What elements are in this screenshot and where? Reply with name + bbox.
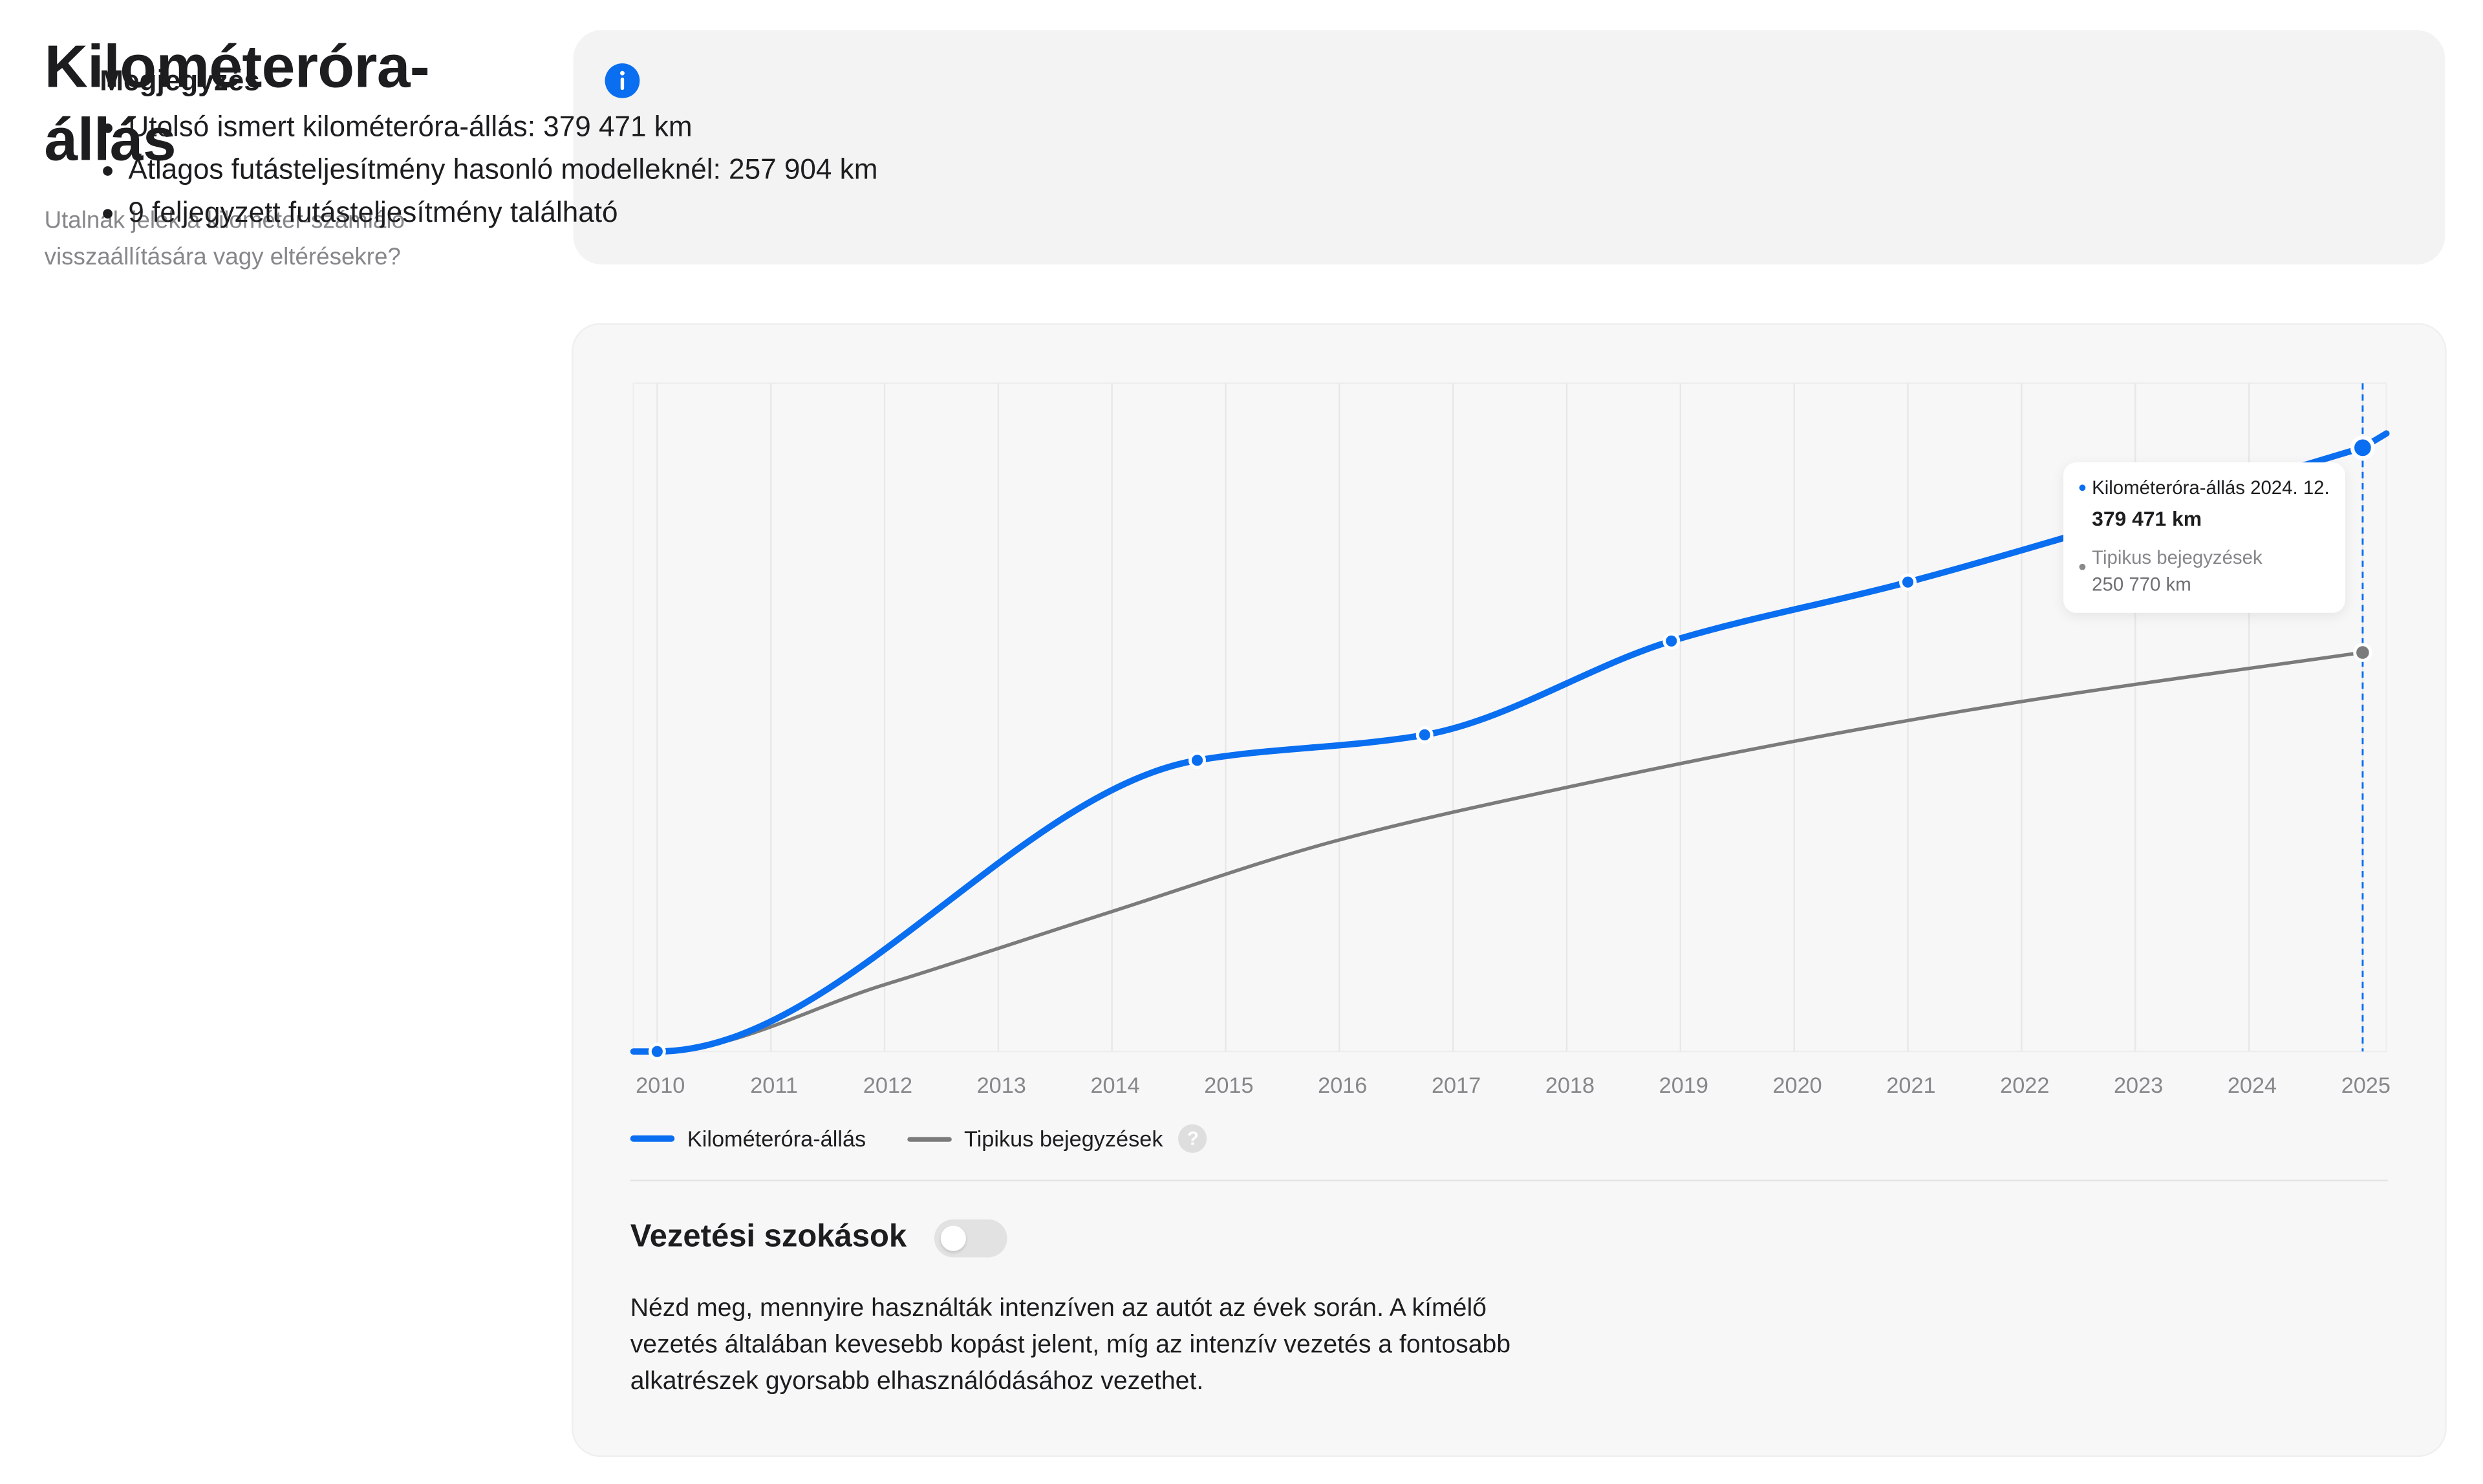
note-item-text: 9 feljegyzett futásteljesítmény találhat… <box>128 196 618 228</box>
chart-legend: Kilométeróra-állás Tipikus bejegyzések ? <box>630 1123 1249 1154</box>
chart-tooltip: Kilométeróra-állás 2024. 12. 379 471 km … <box>2063 462 2345 613</box>
tooltip-odometer-dot <box>2079 484 2086 491</box>
note-title: Megjegyzés <box>100 65 260 97</box>
note-item: 9 feljegyzett futásteljesítmény találhat… <box>100 191 877 234</box>
legend-swatch-typical <box>907 1136 952 1141</box>
question-mark-icon[interactable]: ? <box>1178 1124 1208 1153</box>
legend-item-typical[interactable]: Tipikus bejegyzések ? <box>907 1124 1208 1153</box>
note-item: Utolsó ismert kilométeróra-állás: 379 47… <box>100 106 877 149</box>
note-list: Utolsó ismert kilométeróra-állás: 379 47… <box>100 106 877 234</box>
toggle-knob <box>940 1225 966 1251</box>
driving-habits-title: Vezetési szokások <box>630 1219 907 1254</box>
note-item: Átlagos futásteljesítmény hasonló modell… <box>100 149 877 191</box>
section-divider <box>630 1179 2389 1181</box>
note-item-text: Átlagos futásteljesítmény hasonló modell… <box>128 153 878 186</box>
tooltip-typical-dot <box>2079 563 2086 570</box>
driving-habits-toggle[interactable] <box>934 1219 1007 1258</box>
bullet-icon <box>103 209 113 219</box>
driving-habits-description: Nézd meg, mennyire használták intenzíven… <box>630 1295 1511 1395</box>
tooltip-odometer-value: 379 471 km <box>2092 506 2202 531</box>
page-title: Kilométeróra-állás <box>44 34 430 175</box>
note-item-text: Utolsó ismert kilométeróra-állás: 379 47… <box>128 111 693 143</box>
legend-label-odometer: Kilométeróra-állás <box>687 1126 866 1152</box>
tooltip-typical-value: 250 770 km <box>2092 573 2191 596</box>
bullet-icon <box>103 166 113 176</box>
legend-swatch-odometer <box>630 1135 675 1142</box>
legend-item-odometer[interactable]: Kilométeróra-állás <box>630 1126 866 1151</box>
info-icon <box>605 63 640 98</box>
tooltip-typical-label: Tipikus bejegyzések <box>2092 546 2263 569</box>
legend-label-typical: Tipikus bejegyzések <box>964 1126 1163 1152</box>
tooltip-typical: Tipikus bejegyzések 250 770 km <box>2079 544 2330 598</box>
tooltip-odometer-label: Kilométeróra-állás 2024. 12. <box>2092 477 2330 499</box>
bullet-icon <box>103 124 113 133</box>
note-panel <box>573 30 2445 264</box>
tooltip-odometer: Kilométeróra-állás 2024. 12. 379 471 km <box>2079 475 2330 535</box>
